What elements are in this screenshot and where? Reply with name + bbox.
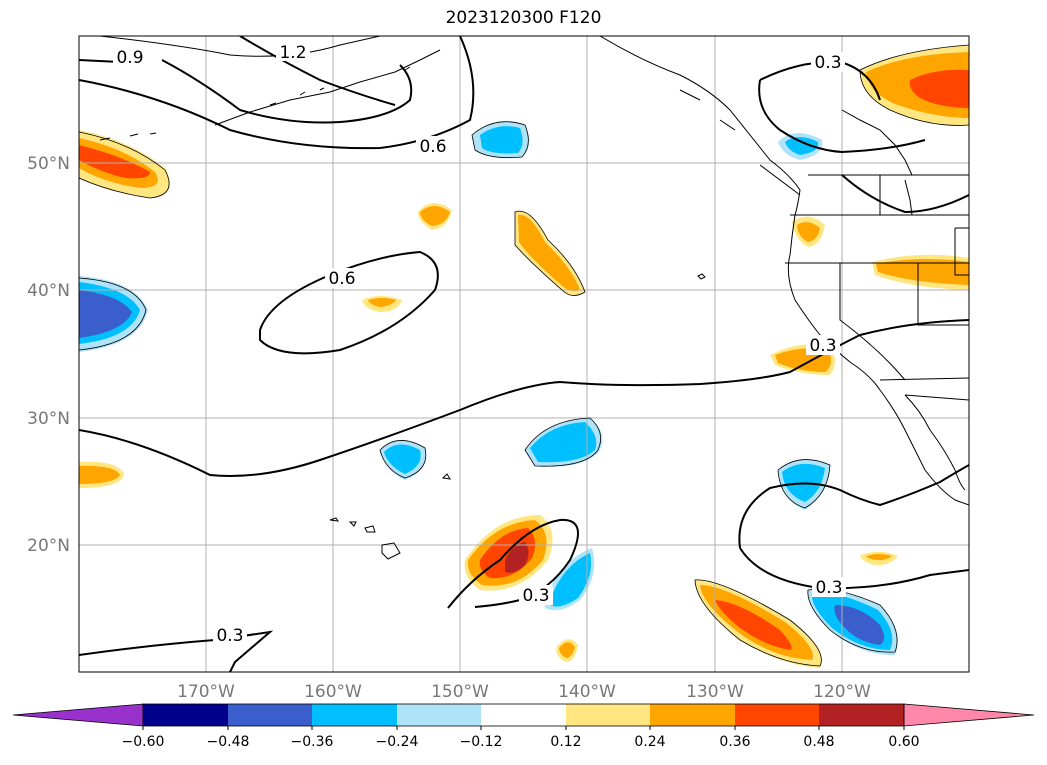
contour-label: 0.9 bbox=[116, 48, 143, 68]
colorbar-tick-label: −0.24 bbox=[376, 734, 419, 750]
colorbar-tick-label: 0.60 bbox=[888, 734, 919, 750]
colorbar-tick-label: −0.36 bbox=[291, 734, 334, 750]
lon-label: 150°W bbox=[431, 682, 489, 702]
colorbar-tick-label: 0.24 bbox=[634, 734, 665, 750]
contour-label: 0.3 bbox=[522, 586, 549, 606]
anomaly-blob-negative bbox=[480, 126, 523, 154]
contour-label: 0.6 bbox=[328, 269, 355, 289]
latitude-labels: 50°N 40°N 30°N 20°N bbox=[27, 154, 70, 556]
colorbar-segment bbox=[228, 704, 312, 726]
anomaly-fields bbox=[79, 45, 969, 668]
colorbar-segment bbox=[481, 704, 566, 726]
lon-label: 130°W bbox=[686, 682, 744, 702]
lon-label: 140°W bbox=[558, 682, 616, 702]
colorbar-segment bbox=[566, 704, 650, 726]
colorbar-frame bbox=[142, 703, 905, 727]
contour-label: 0.3 bbox=[815, 578, 842, 598]
contour-label: 1.2 bbox=[279, 43, 306, 63]
colorbar-segment bbox=[819, 704, 904, 726]
lat-label: 40°N bbox=[27, 281, 70, 301]
colorbar-tick-label: 0.36 bbox=[719, 734, 750, 750]
colorbar-extension-high bbox=[903, 703, 1035, 727]
lon-label: 120°W bbox=[813, 682, 871, 702]
contour-label: 0.3 bbox=[809, 336, 836, 356]
colorbar-extension-low bbox=[12, 703, 144, 727]
coastlines bbox=[99, 36, 969, 560]
contour-label: 0.3 bbox=[216, 626, 243, 646]
colorbar: −0.60 −0.48 −0.36 −0.24 −0.12 0.12 0.24 0.36 0.4… bbox=[12, 703, 1035, 750]
contour-label: 0.6 bbox=[419, 137, 446, 157]
lon-label: 170°W bbox=[177, 682, 235, 702]
colorbar-segment bbox=[735, 704, 819, 726]
anomaly-outlines bbox=[79, 44, 969, 667]
map-title: 2023120300 F120 bbox=[445, 8, 602, 28]
colorbar-segment bbox=[650, 704, 735, 726]
colorbar-tick-label: −0.60 bbox=[122, 734, 165, 750]
colorbar-tick-label: −0.48 bbox=[207, 734, 250, 750]
lon-label: 160°W bbox=[304, 682, 362, 702]
anomaly-blob-positive bbox=[79, 465, 120, 484]
map-frame bbox=[78, 35, 970, 673]
colorbar-segment bbox=[397, 704, 481, 726]
colorbar-tick-label: 0.48 bbox=[803, 734, 834, 750]
lat-label: 20°N bbox=[27, 536, 70, 556]
colorbar-tick-label: 0.12 bbox=[550, 734, 581, 750]
colorbar-segment bbox=[312, 704, 397, 726]
longitude-labels: 170°W 160°W 150°W 140°W 130°W 120°W bbox=[177, 682, 871, 702]
lat-label: 50°N bbox=[27, 154, 70, 174]
anomaly-blob-negative bbox=[79, 276, 148, 352]
graticule bbox=[79, 36, 969, 672]
contour-labels: 0.9 1.2 0.6 0.6 0.3 0.3 0.3 0.3 0.3 bbox=[113, 41, 846, 646]
colorbar-tick-label: −0.12 bbox=[460, 734, 503, 750]
colorbar-segment bbox=[143, 704, 228, 726]
contour-label: 0.3 bbox=[814, 53, 841, 73]
lat-label: 30°N bbox=[27, 409, 70, 429]
